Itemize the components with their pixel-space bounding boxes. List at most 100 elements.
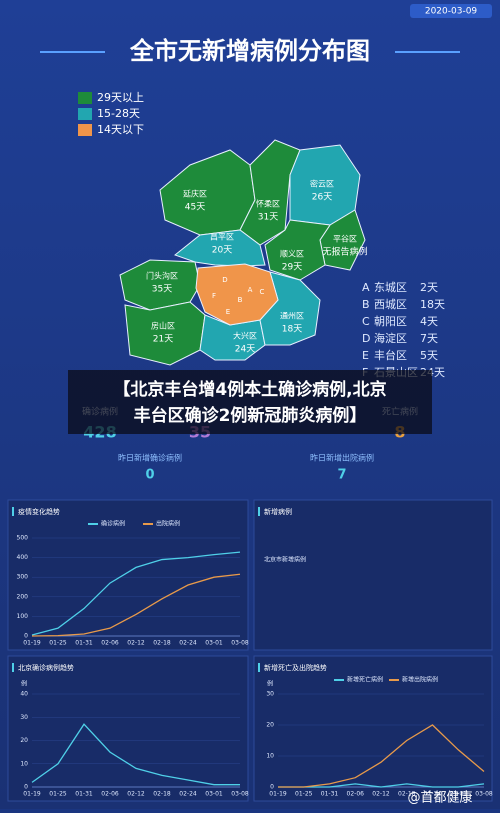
y-tick-label: 40 <box>20 691 28 698</box>
district-name: 延庆区 <box>183 189 207 199</box>
x-tick-label: 02-12 <box>127 640 145 647</box>
district-name: 昌平区 <box>210 233 234 242</box>
inner-letter: C <box>260 288 265 296</box>
x-tick-label: 02-06 <box>347 791 365 798</box>
title-marker <box>12 507 14 516</box>
series-line <box>31 573 241 637</box>
x-tick-label: 02-12 <box>127 791 145 798</box>
title: 全市无新增病例分布图 <box>129 37 370 65</box>
inner-letter: B <box>238 296 243 304</box>
x-tick-label: 03-01 <box>205 640 223 647</box>
x-tick-label: 03-08 <box>475 791 493 798</box>
district-days: 35天 <box>152 285 172 295</box>
legend-label: 新增死亡病例 <box>347 676 383 684</box>
list-days: 7天 <box>420 332 438 345</box>
district-days: 21天 <box>153 335 173 345</box>
headline: 丰台区确诊2例新冠肺炎病例】 <box>134 405 367 426</box>
district-shape <box>173 229 266 267</box>
x-tick-label: 03-08 <box>231 791 249 798</box>
district-shape <box>119 259 201 311</box>
y-tick-label: 500 <box>17 535 29 542</box>
district-days: 45天 <box>185 203 205 213</box>
y-tick-label: 200 <box>17 593 29 600</box>
district-name: 顺义区 <box>280 250 304 259</box>
x-tick-label: 01-31 <box>75 791 93 798</box>
chart-panel <box>253 499 493 651</box>
x-tick-label: 02-18 <box>398 791 416 798</box>
list-letter: A <box>362 281 370 294</box>
x-tick-label: 02-18 <box>153 640 171 647</box>
list-letter: E <box>362 349 369 362</box>
district-name: 平谷区 <box>333 235 357 244</box>
series-line <box>31 551 241 636</box>
title-marker <box>258 507 260 516</box>
x-tick-label: 03-01 <box>450 791 468 798</box>
list-days: 5天 <box>420 349 438 362</box>
inner-letter: E <box>226 308 230 316</box>
headline-overlay: 【北京丰台增4例本土确诊病例,北京 丰台区确诊2例新冠肺炎病例】 <box>68 370 432 434</box>
x-tick-label: 01-25 <box>49 791 67 798</box>
x-tick-label: 02-24 <box>179 791 197 798</box>
district-days: 无报告病例 <box>322 246 367 258</box>
legend-label: 北京市新增病例 <box>264 556 306 564</box>
y-tick-label: 0 <box>270 784 274 791</box>
list-days: 4天 <box>420 315 438 328</box>
series-line <box>31 723 240 786</box>
list-days: 18天 <box>420 298 445 311</box>
legend-label: 确诊病例 <box>101 520 125 528</box>
district-name: 密云区 <box>310 179 334 189</box>
y-tick-label: 0 <box>24 784 28 791</box>
x-tick-label: 02-06 <box>101 640 119 647</box>
list-name: 东城区 <box>374 281 407 294</box>
yesterday-value: 7 <box>337 468 346 483</box>
y-tick-label: 30 <box>266 691 274 698</box>
inner-letter: A <box>248 286 253 294</box>
district-days: 18天 <box>282 325 302 335</box>
district-days: 24天 <box>235 345 255 355</box>
y-tick-label: 400 <box>17 554 29 561</box>
district-name: 怀柔区 <box>256 199 280 209</box>
inner-letter: F <box>212 292 216 300</box>
chart-panel <box>7 499 249 651</box>
district-days: 26天 <box>312 193 332 203</box>
list-letter: C <box>362 315 370 328</box>
x-tick-label: 03-08 <box>231 640 249 647</box>
x-tick-label: 02-12 <box>372 791 390 798</box>
list-name: 海淀区 <box>374 331 407 345</box>
district-name: 大兴区 <box>233 331 257 341</box>
headline-box <box>68 370 432 434</box>
x-tick-label: 02-06 <box>101 791 119 798</box>
inner-letter: D <box>222 276 227 284</box>
headline: 【北京丰台增4例本土确诊病例,北京 <box>113 379 386 400</box>
list-name: 朝阳区 <box>374 315 407 328</box>
y-tick-label: 300 <box>17 574 29 581</box>
y-axis-label: 例 <box>21 680 27 688</box>
y-tick-label: 100 <box>17 613 29 620</box>
district-shape <box>264 219 331 281</box>
district-days: 31天 <box>258 213 278 223</box>
district-name: 通州区 <box>280 311 304 321</box>
legend-label: 出院病例 <box>156 520 180 528</box>
x-tick-label: 01-19 <box>23 640 41 647</box>
y-tick-label: 0 <box>24 633 28 640</box>
x-tick-label: 01-31 <box>321 791 339 798</box>
chart-title: 新增病例 <box>264 507 292 516</box>
district-name: 门头沟区 <box>146 271 178 281</box>
date-badge <box>410 4 492 18</box>
chart-panel <box>253 655 493 802</box>
district-days: 29天 <box>282 263 302 273</box>
legend-swatch <box>78 124 92 136</box>
x-tick-label: 01-19 <box>269 791 287 798</box>
y-axis-label: 例 <box>267 680 273 688</box>
series-line <box>278 783 485 788</box>
list-name: 丰台区 <box>374 348 407 362</box>
list-letter: B <box>362 298 370 311</box>
yesterday-label: 昨日新增出院病例 <box>310 453 374 463</box>
chart-title: 疫情变化趋势 <box>18 507 60 516</box>
district-name: 房山区 <box>151 321 175 331</box>
title-marker <box>12 663 14 672</box>
legend-swatch <box>78 92 92 104</box>
chart-title: 新增死亡及出院趋势 <box>264 663 327 672</box>
